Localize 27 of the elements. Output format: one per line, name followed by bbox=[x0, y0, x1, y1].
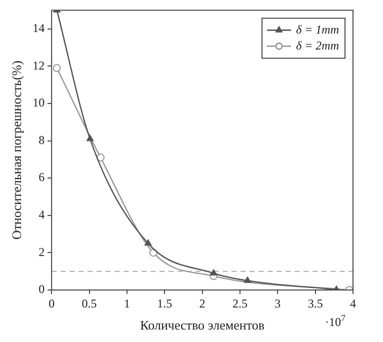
legend-label: δ = 2mm bbox=[296, 38, 340, 52]
y-axis-title: Относительная погрешность(%) bbox=[9, 60, 24, 240]
point bbox=[96, 154, 105, 162]
point bbox=[86, 134, 94, 142]
y-tick-label: 0 bbox=[38, 282, 45, 296]
y-tick-label: 12 bbox=[32, 58, 45, 72]
y-tick-label: 14 bbox=[32, 21, 45, 36]
x-tick-label: 4 bbox=[350, 296, 356, 310]
x-tick-label: 1 bbox=[124, 296, 130, 310]
x-tick-label: 0.5 bbox=[82, 296, 97, 310]
x-axis-title: Количество элементов bbox=[140, 318, 264, 333]
point bbox=[52, 64, 61, 72]
y-tick-label: 10 bbox=[32, 96, 45, 110]
point bbox=[244, 276, 252, 283]
y-tick-label: 4 bbox=[38, 208, 45, 222]
point bbox=[144, 239, 152, 246]
y-tick-label: 2 bbox=[38, 244, 45, 259]
point bbox=[210, 269, 218, 276]
x-tick-label: 2.5 bbox=[232, 296, 248, 310]
x-tick-label: 3.5 bbox=[308, 296, 323, 310]
x-tick-label: 2 bbox=[199, 296, 206, 310]
y-tick-label: 6 bbox=[38, 170, 45, 184]
x-tick-label: 1.5 bbox=[157, 296, 172, 310]
legend-label: δ = 1mm bbox=[296, 22, 340, 36]
x-tick-label: 3 bbox=[274, 296, 281, 310]
x-tick-label: 0 bbox=[48, 296, 55, 310]
y-tick-label: 8 bbox=[38, 132, 45, 147]
